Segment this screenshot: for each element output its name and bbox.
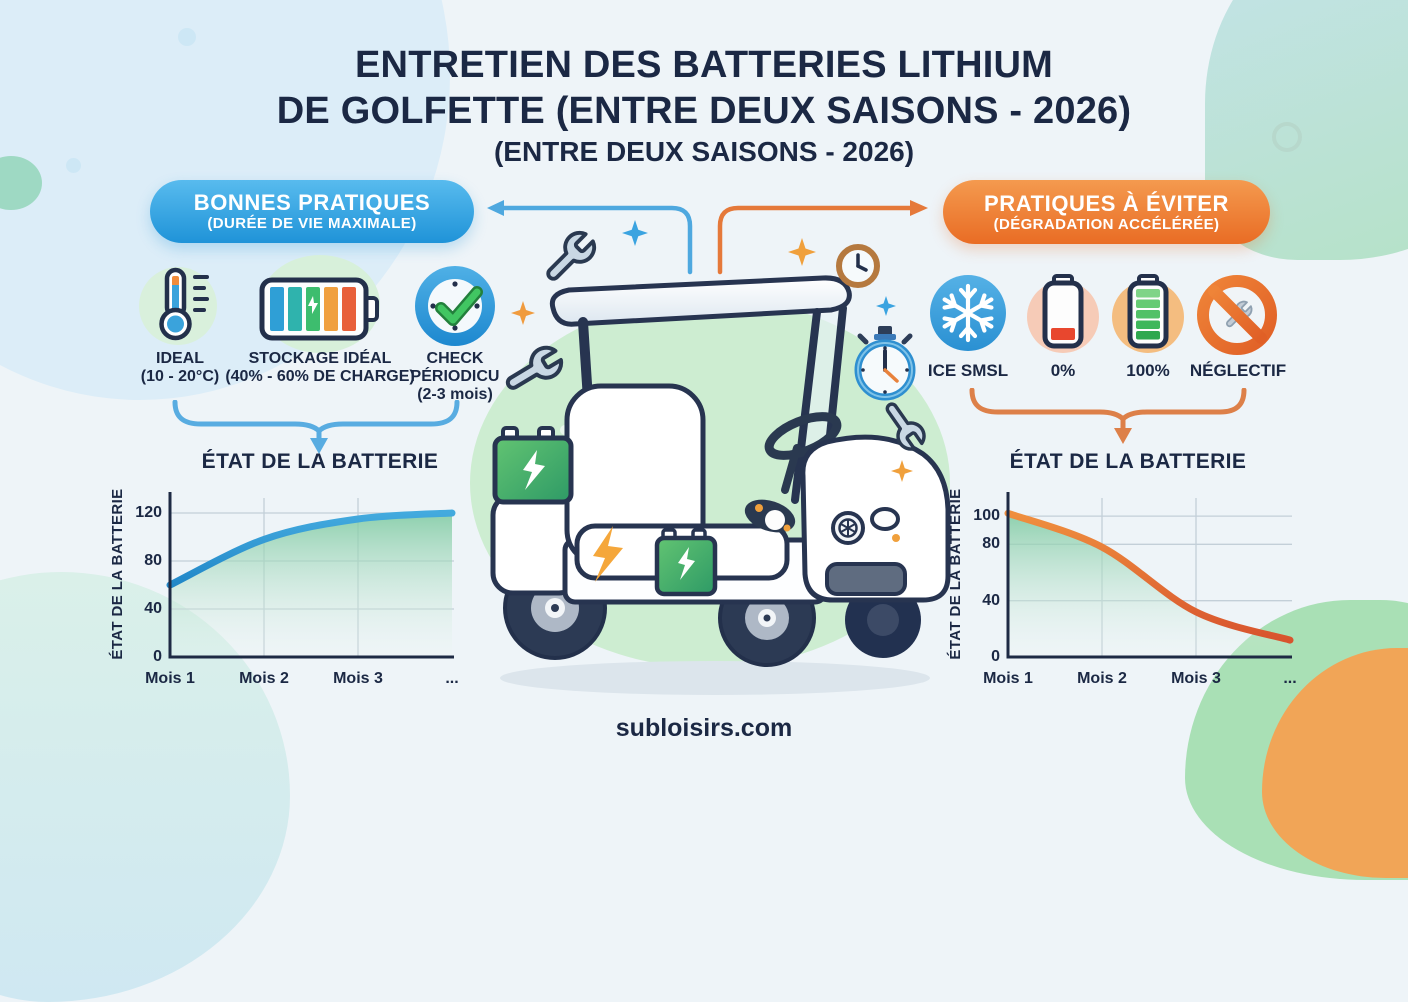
y-tick: 40	[144, 600, 162, 617]
blue-arrowhead-icon	[487, 200, 504, 216]
bad-practices-pill: PRATIQUES À ÉVITER (DÉGRADATION ACCÉLÉRÉ…	[943, 180, 1270, 244]
bad-item-3-label: 100%	[1126, 361, 1170, 380]
sparkle-icon	[622, 220, 648, 246]
y-tick: 80	[982, 535, 1000, 553]
cart-shadow	[500, 661, 930, 695]
bad-item-2-label: 0%	[1050, 361, 1076, 380]
y-axis-label: ÉTAT DE LA BATTERIE	[109, 488, 126, 660]
battery-empty-icon	[1027, 274, 1099, 353]
good-chart-heading: ÉTAT DE LA BATTERIE	[201, 450, 439, 473]
down-arrowhead-icon	[310, 438, 328, 454]
wrench-icon	[546, 230, 597, 281]
y-tick: 0	[991, 648, 1000, 665]
bad-bracket-arrow	[969, 388, 1247, 444]
good-practices-pill: BONNES PRATIQUES (DURÉE DE VIE MAXIMALE)	[150, 180, 474, 243]
cart-roof	[549, 275, 852, 327]
good-item-2-label: STOCKAGE IDÉAL (40% - 60% DE CHARGE)	[225, 350, 415, 385]
no-neglect-icon	[1197, 275, 1277, 355]
battery-full-icon	[1112, 274, 1184, 353]
page-subtitle: (ENTRE DEUX SAISONS - 2026)	[493, 136, 915, 167]
battery-storage-icon	[259, 255, 380, 353]
bad-item-4-label: NÉGLECTIF	[1189, 361, 1287, 380]
battery-pack	[492, 426, 574, 505]
y-tick: 40	[982, 591, 1000, 609]
bad-item-1-label: ICE SMSL	[927, 361, 1009, 380]
sparkle-icon	[511, 301, 535, 325]
battery-health-chart-bad: ÉTAT DE LA BATTERIE 100 80 40 0 Mois 1 M…	[947, 486, 1307, 698]
sparkle-icon	[876, 296, 896, 316]
clock-icon	[836, 244, 880, 288]
orange-arrow-line	[717, 205, 915, 275]
sparkle-icon	[891, 460, 913, 482]
blue-arrow-line	[499, 205, 693, 275]
decor-dot	[178, 28, 196, 46]
good-practices-pill-title: BONNES PRATIQUES	[193, 190, 431, 215]
front-bumper	[825, 562, 907, 596]
x-tick: Mois 3	[333, 670, 383, 687]
connector-arrows	[487, 200, 928, 275]
wrench-icon	[505, 345, 564, 390]
wrench-icon	[885, 402, 926, 451]
x-tick: Mois 2	[1077, 670, 1127, 687]
bad-chart-heading: ÉTAT DE LA BATTERIE	[1009, 450, 1247, 473]
page-title-line1: ENTRETIEN DES BATTERIES LITHIUM	[355, 44, 1053, 86]
page-title-line2: DE GOLFETTE (ENTRE DEUX SAISONS - 2026)	[276, 90, 1132, 132]
snowflake-icon	[930, 275, 1006, 351]
good-bracket-arrow	[172, 400, 460, 454]
stopwatch-icon	[854, 326, 916, 401]
x-tick: ...	[445, 670, 459, 687]
y-tick: 120	[135, 504, 162, 521]
battery-health-chart-good: ÉTAT DE LA BATTERIE 120 80 40 0 Mois 1 M…	[109, 486, 469, 698]
clock-check-icon	[415, 266, 495, 346]
bad-practices-pill-title: PRATIQUES À ÉVITER	[983, 190, 1230, 216]
good-item-1-label: IDEAL (10 - 20°C)	[140, 350, 220, 385]
brand-logo	[831, 511, 865, 545]
bad-chart-plot	[1004, 492, 1294, 659]
decor-dot	[66, 158, 81, 173]
good-item-3-label: CHECK PÉRIODICU (2-3 mois)	[410, 350, 500, 403]
x-tick: Mois 1	[983, 670, 1033, 687]
x-tick: ...	[1283, 670, 1297, 687]
website-text: subloisirs.com	[615, 714, 793, 742]
x-tick: Mois 1	[145, 670, 195, 687]
bad-practices-pill-subtitle: (DÉGRADATION ACCÉLÉRÉE)	[993, 215, 1220, 233]
y-tick: 100	[973, 507, 1000, 525]
steering-column	[781, 444, 801, 494]
y-tick: 80	[144, 552, 162, 569]
battery-pack-small	[654, 528, 718, 597]
golf-cart-illustration	[470, 275, 951, 695]
orange-arrowhead-icon	[910, 200, 928, 216]
down-arrowhead-icon	[1114, 428, 1132, 444]
lightning-bolt-icon	[593, 526, 623, 582]
good-chart-plot	[166, 492, 456, 659]
headlight-right	[870, 507, 900, 531]
x-tick: Mois 3	[1171, 670, 1221, 687]
thermometer-icon	[139, 267, 217, 345]
sparkle-icon	[788, 238, 816, 266]
x-tick: Mois 2	[239, 670, 289, 687]
front-pillar	[791, 308, 821, 504]
good-practices-pill-subtitle: (DURÉE DE VIE MAXIMALE)	[207, 215, 417, 232]
decor-ring	[1272, 122, 1302, 152]
y-tick: 0	[153, 648, 162, 665]
